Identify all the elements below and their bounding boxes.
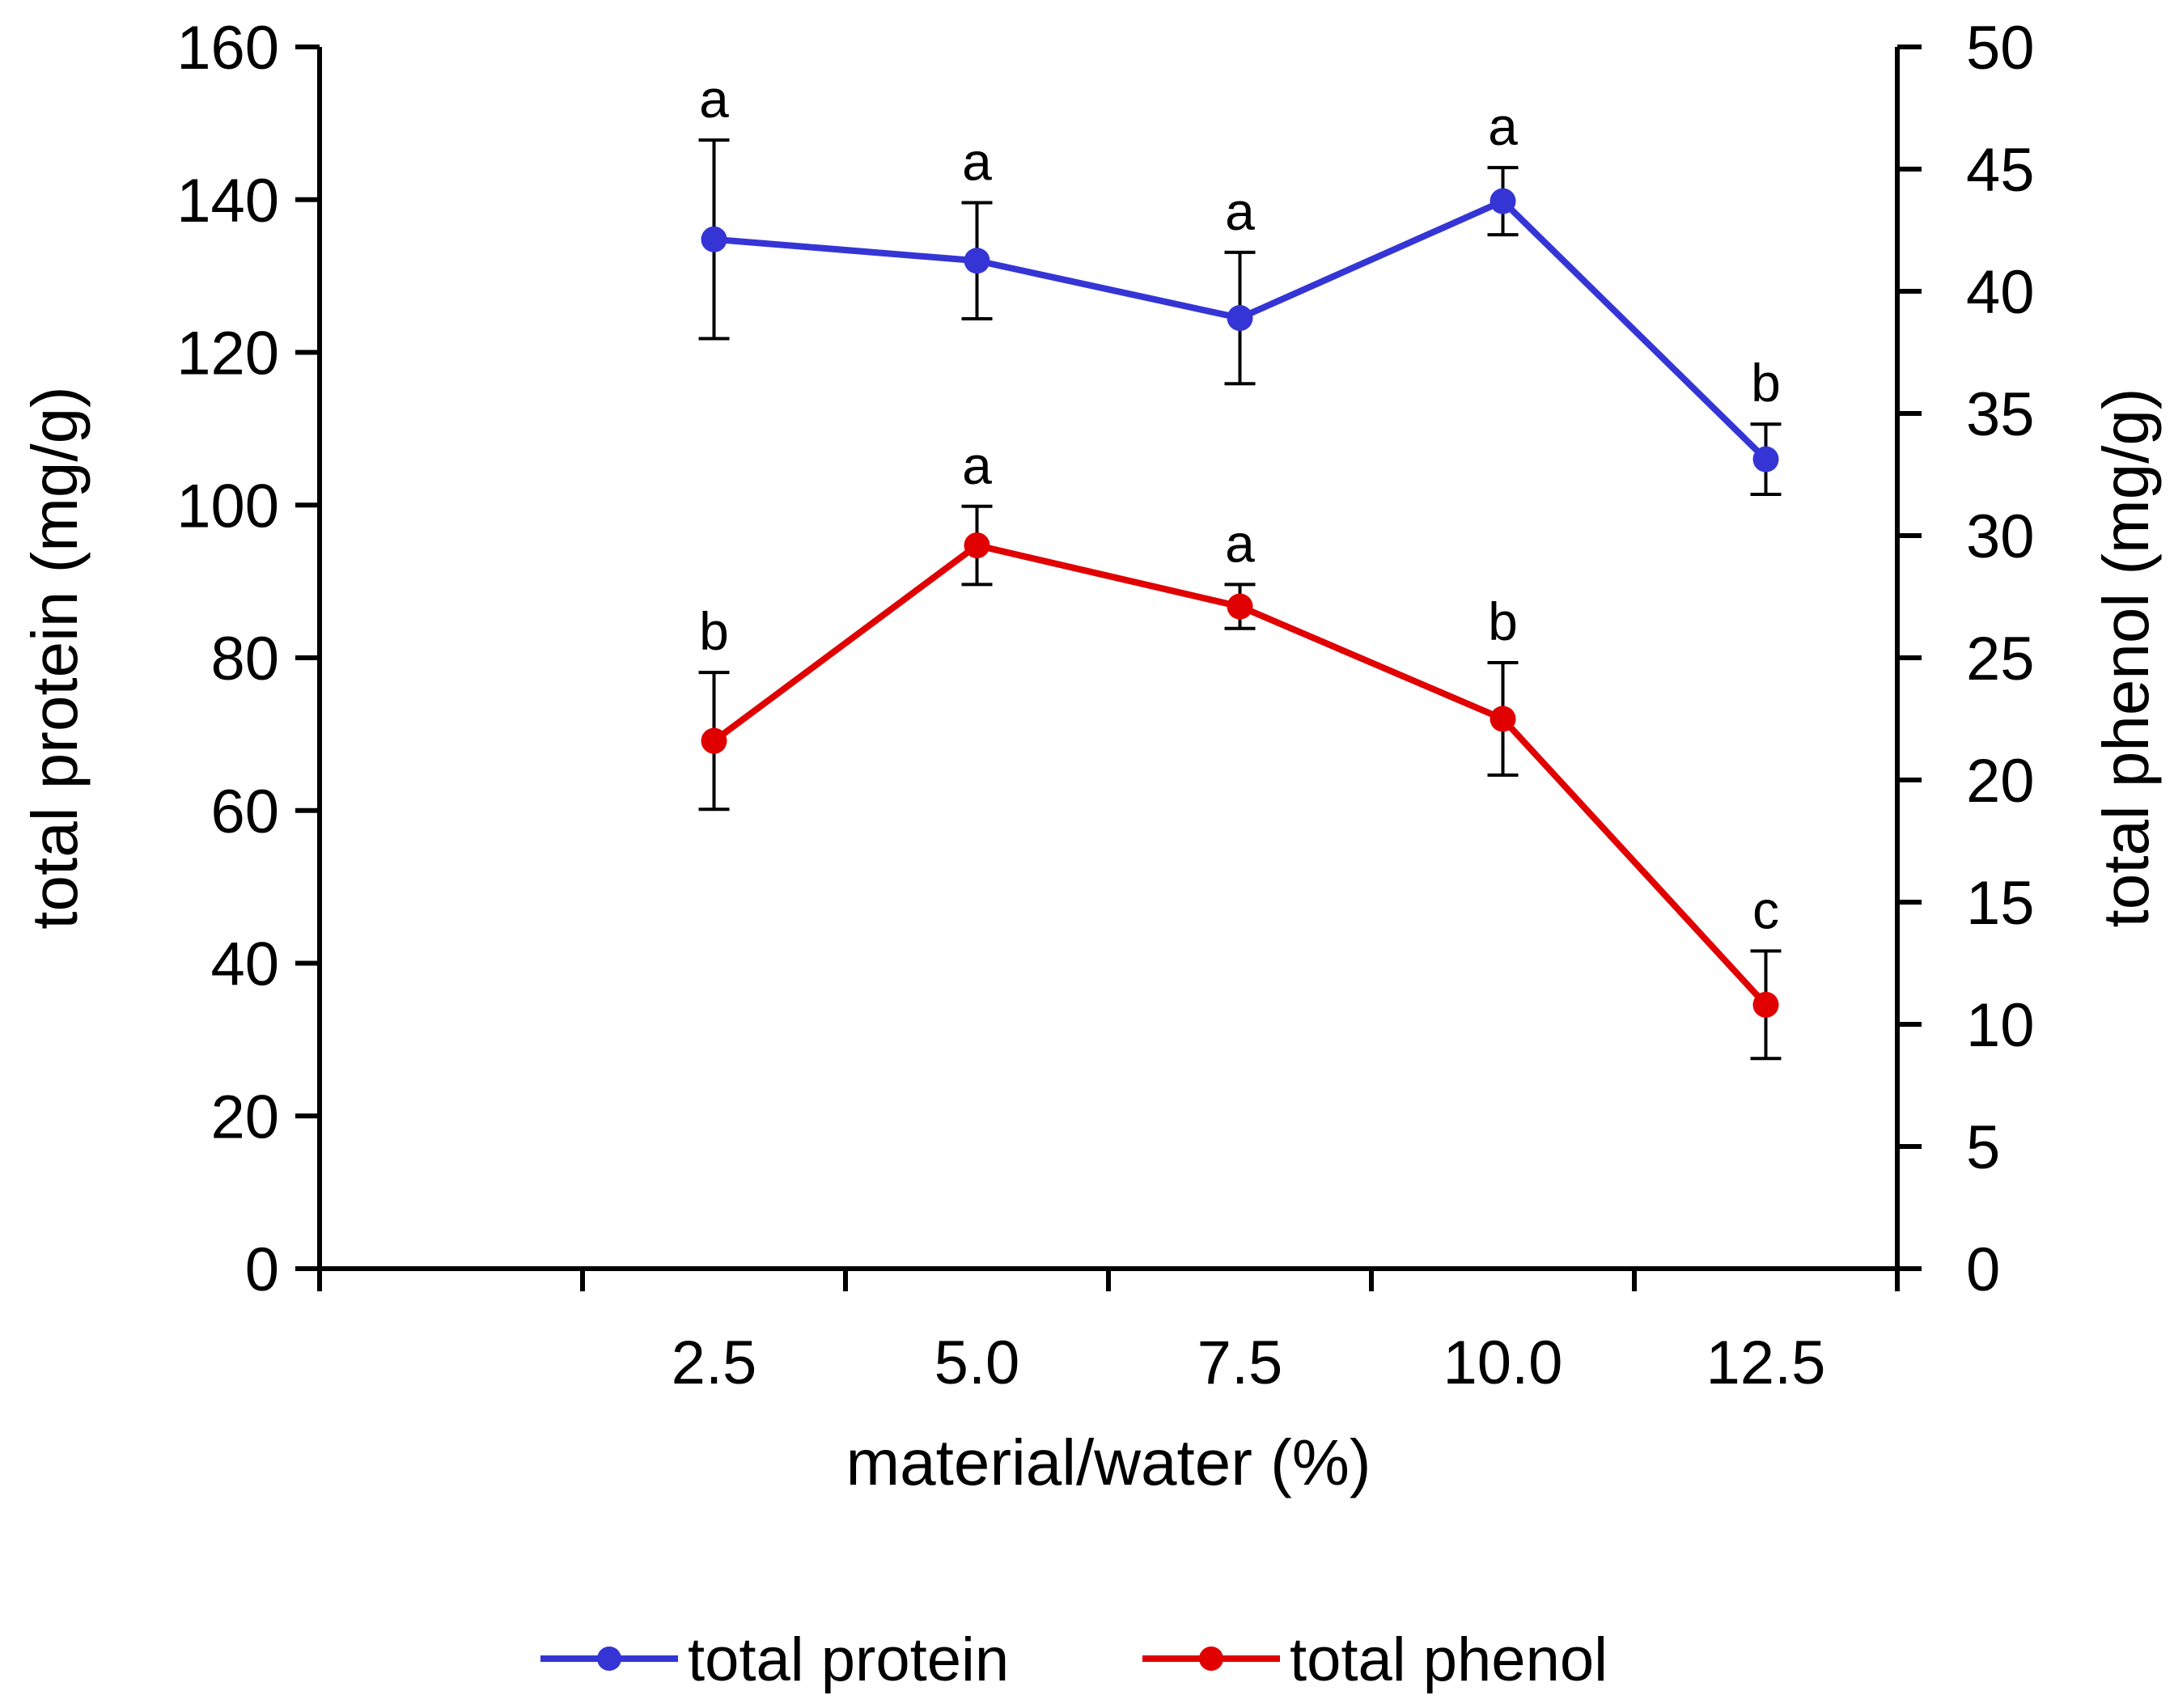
data-point — [1490, 188, 1516, 214]
legend-swatch-marker — [1199, 1647, 1223, 1671]
left-y-tick-label: 60 — [210, 778, 279, 846]
right-y-tick-label: 0 — [1966, 1235, 2000, 1304]
significance-label: a — [1488, 96, 1518, 156]
data-point — [1752, 446, 1779, 473]
right-y-tick-label: 30 — [1966, 502, 2035, 571]
series-layer: a a a a b b a a b c — [698, 69, 1782, 1061]
right-y-tick-label: 45 — [1966, 136, 2035, 205]
right-y-tick-label: 20 — [1966, 747, 2035, 816]
x-tick-label: 12.5 — [1706, 1329, 1826, 1397]
x-tick-label: 7.5 — [1197, 1329, 1283, 1397]
legend-swatch-marker — [597, 1647, 621, 1671]
series-total-protein: a a a a b — [698, 69, 1782, 497]
right-y-tick-label: 35 — [1966, 380, 2035, 449]
significance-label: a — [962, 132, 992, 192]
data-point — [701, 727, 727, 754]
left-y-axis-title: total protein (mg/g) — [19, 386, 91, 929]
significance-label: b — [1488, 591, 1518, 651]
legend-item-total-phenol: total phenol — [1142, 1625, 1608, 1694]
x-axis-title: material/water (%) — [845, 1426, 1371, 1498]
right-y-tick-label: 5 — [1966, 1113, 2000, 1182]
x-tick-label: 10.0 — [1443, 1329, 1563, 1397]
data-point — [1227, 305, 1253, 332]
left-y-tick-label: 40 — [210, 930, 279, 999]
data-point — [701, 226, 727, 252]
left-y-tick-label: 160 — [176, 14, 279, 83]
data-point — [964, 532, 990, 559]
legend-label: total phenol — [1290, 1625, 1608, 1694]
x-ticks: 2.5 5.0 7.5 10.0 12.5 — [317, 1269, 1900, 1397]
significance-label: a — [962, 435, 992, 495]
left-y-tick-label: 100 — [176, 472, 279, 540]
significance-label: b — [699, 601, 729, 661]
left-y-ticks: 0 20 40 60 80 100 120 140 160 — [176, 14, 320, 1304]
legend: total protein total phenol — [540, 1625, 1608, 1694]
series-total-phenol: b a a b c — [698, 435, 1782, 1061]
data-point — [964, 248, 990, 274]
right-y-tick-label: 50 — [1966, 14, 2035, 83]
left-y-tick-label: 20 — [210, 1083, 279, 1151]
significance-label: c — [1752, 879, 1779, 939]
data-point — [1490, 706, 1516, 732]
left-y-tick-label: 140 — [176, 167, 279, 235]
left-y-tick-label: 80 — [210, 625, 279, 693]
significance-label: a — [1225, 513, 1255, 573]
axes — [317, 47, 1900, 1271]
significance-label: a — [1225, 181, 1255, 241]
right-y-tick-label: 40 — [1966, 258, 2035, 327]
right-y-tick-label: 15 — [1966, 869, 2035, 938]
left-y-tick-label: 120 — [176, 320, 279, 388]
x-tick-label: 2.5 — [672, 1329, 757, 1397]
significance-label: b — [1751, 353, 1781, 413]
legend-label: total protein — [688, 1625, 1009, 1694]
right-y-axis-title: total phenol (mg/g) — [2090, 388, 2162, 927]
data-point — [1752, 991, 1779, 1018]
significance-label: a — [699, 69, 729, 129]
right-y-tick-label: 10 — [1966, 991, 2035, 1060]
x-tick-label: 5.0 — [934, 1329, 1020, 1397]
right-y-ticks: 0 5 10 15 20 25 30 35 40 45 50 — [1897, 14, 2035, 1304]
right-y-tick-label: 25 — [1966, 625, 2035, 693]
data-point — [1227, 593, 1253, 620]
left-y-tick-label: 0 — [245, 1235, 279, 1304]
legend-item-total-protein: total protein — [540, 1625, 1009, 1694]
